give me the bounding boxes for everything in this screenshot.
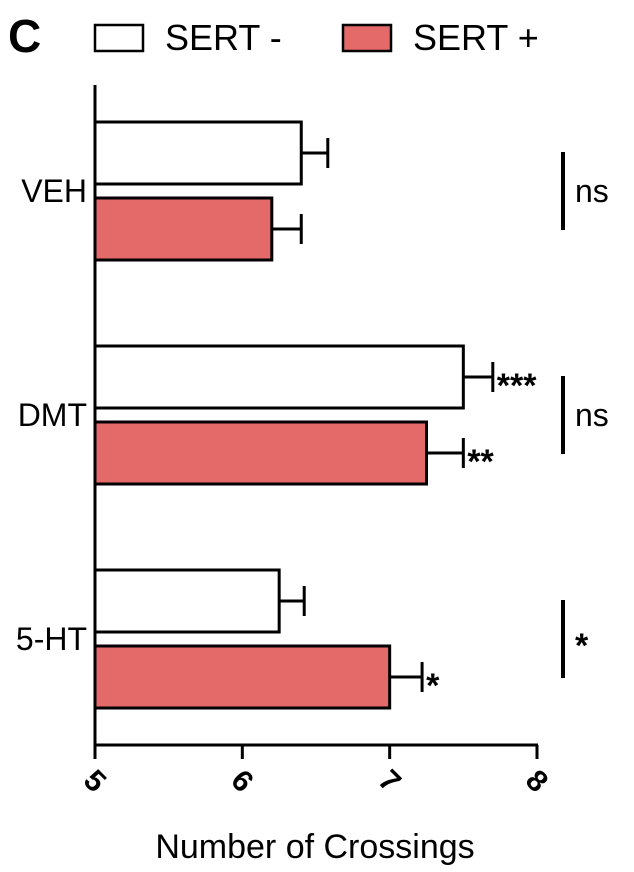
bar [93,196,274,262]
comparison-label: * [575,627,589,665]
x-axis-title: Number of Crossings [155,828,474,866]
significance-stars: *** [497,367,537,405]
significance-stars: ** [467,443,494,481]
category-label: VEH [21,173,87,209]
plot-area: VEH ns ***** DMT ns * 5-HT * 5 6 7 8 [16,85,609,799]
legend-swatch-sert-neg [93,23,145,53]
panel-letter: C [8,10,41,62]
bar [93,644,392,710]
category-label: 5-HT [16,621,87,657]
bar [93,120,303,186]
legend-swatch-sert-pos [341,23,393,53]
x-tick-label: 6 [224,764,259,799]
bar [93,568,281,634]
x-tick-label: 8 [519,764,554,799]
comparison-label: ns [575,397,609,433]
x-tick-label: 7 [372,764,407,799]
bar [93,344,465,410]
category-label: DMT [18,397,87,433]
bar [93,420,428,486]
legend-label-sert-neg: SERT - [165,17,282,58]
x-tick-label: 5 [77,764,112,799]
comparison-label: ns [575,173,609,209]
significance-stars: * [426,667,440,705]
legend-label-sert-pos: SERT + [413,17,539,58]
legend: SERT - SERT + [93,17,539,58]
